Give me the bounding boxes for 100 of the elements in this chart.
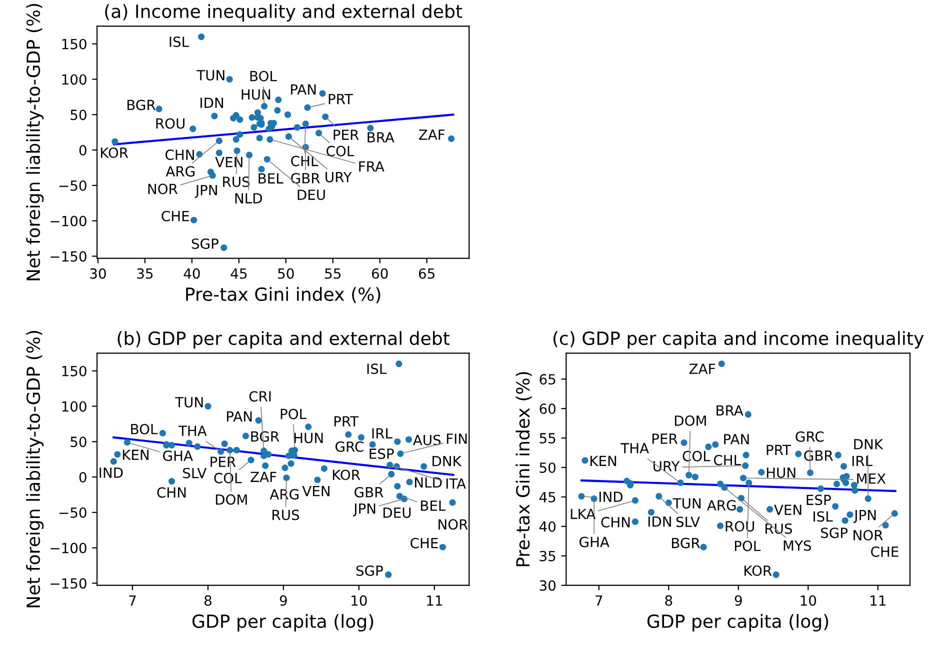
x-tick-label: 11	[870, 595, 886, 606]
annotation: DOM	[674, 415, 706, 426]
x-tick-label: 55	[325, 268, 340, 279]
x-tick-label: 11	[427, 595, 442, 606]
annotation: KEN	[122, 450, 148, 460]
x-tick-label: 8	[665, 595, 672, 606]
annotation: RUS	[223, 176, 250, 188]
annotation: URY	[654, 461, 680, 472]
x-tick-label: 8	[204, 595, 212, 606]
y-tick-label: −50	[59, 507, 86, 518]
annotation: NOR	[854, 530, 883, 540]
y-tick-label: 50	[70, 110, 86, 120]
annotation: VEN	[302, 486, 330, 496]
x-tick-label: 7	[596, 595, 602, 606]
annotation: IND	[100, 468, 123, 478]
annotation: POL	[734, 540, 761, 552]
annotation: CHL	[291, 156, 318, 166]
annotation: VEN	[774, 504, 802, 515]
y-tick-label: 0	[79, 472, 86, 483]
annotation: COL	[214, 472, 242, 484]
y-tick-label: −150	[50, 251, 86, 262]
annotation: BOL	[131, 424, 158, 434]
x-tick-label: 50	[278, 268, 294, 279]
y-tick-label: 55	[540, 433, 556, 444]
annotation: PAN	[724, 434, 749, 444]
annotation: ARG	[270, 489, 298, 500]
annotation: IND	[600, 492, 623, 502]
y-tick-label: −50	[59, 180, 86, 191]
annotation: IRL	[372, 428, 392, 438]
annotation: HUN	[766, 468, 796, 478]
annotation: CHN	[157, 487, 186, 498]
annotation: SLV	[183, 468, 207, 478]
y-tick-label: 0	[79, 145, 86, 156]
annotation: THA	[620, 443, 649, 454]
annotation: CHE	[871, 546, 898, 557]
annotation: JPN	[352, 503, 376, 516]
annotation: HUN	[294, 432, 323, 444]
y-tick-label: −150	[50, 578, 86, 589]
chart-title: (c) GDP per capita and income inequality	[553, 331, 924, 349]
annotation: JPN	[853, 510, 876, 523]
y-tick-label: 100	[62, 74, 86, 85]
y-tick-label: 50	[70, 436, 86, 448]
annotation: ZAF	[689, 364, 715, 374]
annotation: FRA	[359, 161, 384, 172]
y-tick-label: 65	[540, 374, 556, 385]
annotation: DEU	[384, 508, 411, 518]
annotation: ESP	[370, 448, 394, 459]
y-tick-label: 30	[540, 580, 556, 591]
annotation: BGR	[128, 100, 156, 110]
annotation: SGP	[192, 238, 218, 249]
y-tick-label: 40	[539, 521, 556, 532]
annotation: FIN	[446, 434, 467, 444]
annotation: GHA	[580, 536, 610, 548]
annotation: CHE	[410, 538, 438, 548]
x-axis-title: Pre-tax Gini index (%)	[186, 287, 380, 304]
annotation: DNK	[432, 456, 462, 466]
x-tick-label: 65	[418, 268, 434, 279]
y-tick-label: 100	[62, 401, 86, 412]
chart-title: (a) Income inequality and external debt	[105, 4, 462, 22]
annotation: GRC	[796, 431, 824, 442]
annotation: ROU	[726, 521, 754, 532]
annotation: KOR	[744, 565, 772, 576]
annotation: VEN	[215, 157, 242, 168]
annotation: PAN	[291, 84, 316, 94]
annotation: ZAF	[418, 130, 445, 140]
y-tick-label: −100	[50, 216, 86, 226]
annotation: CRI	[249, 391, 271, 402]
y-tick-label: 35	[540, 550, 556, 562]
annotation: COL	[326, 146, 354, 156]
annotation: ESP	[806, 494, 831, 506]
x-tick-label: 10	[352, 595, 367, 606]
y-axis-title: Net foreign liability-to-GDP (%)	[26, 330, 44, 608]
x-tick-label: 35	[137, 268, 153, 279]
annotation: DNK	[854, 439, 884, 450]
annotation: CHE	[162, 210, 189, 222]
annotation: RUS	[272, 510, 300, 520]
x-tick-label: 10	[800, 595, 816, 606]
annotation: BGR	[672, 538, 700, 548]
annotation: AUS	[413, 434, 441, 446]
annotation: MEX	[857, 474, 886, 484]
annotation: ROU	[156, 118, 184, 129]
annotation: PER	[334, 130, 359, 140]
x-tick-label: 60	[372, 268, 388, 279]
annotation: KEN	[590, 456, 616, 466]
annotation: LKA	[570, 508, 596, 519]
annotation: ISL	[814, 511, 833, 522]
y-axis-title: Net foreign liability-to-GDP (%)	[26, 4, 44, 280]
annotation: BEL	[258, 173, 284, 184]
annotation: BRA	[368, 132, 394, 142]
y-tick-label: 50	[540, 462, 556, 473]
annotation: PER	[210, 456, 236, 467]
annotation: HUN	[242, 89, 270, 100]
annotation: NLD	[235, 193, 262, 204]
annotation: KOR	[332, 470, 360, 480]
annotation: THA	[178, 426, 207, 436]
annotation: PRT	[766, 444, 792, 455]
annotation: URY	[326, 172, 352, 182]
annotation: TUN	[175, 397, 203, 408]
x-tick-label: 40	[184, 268, 200, 279]
annotation: GBR	[291, 173, 320, 184]
